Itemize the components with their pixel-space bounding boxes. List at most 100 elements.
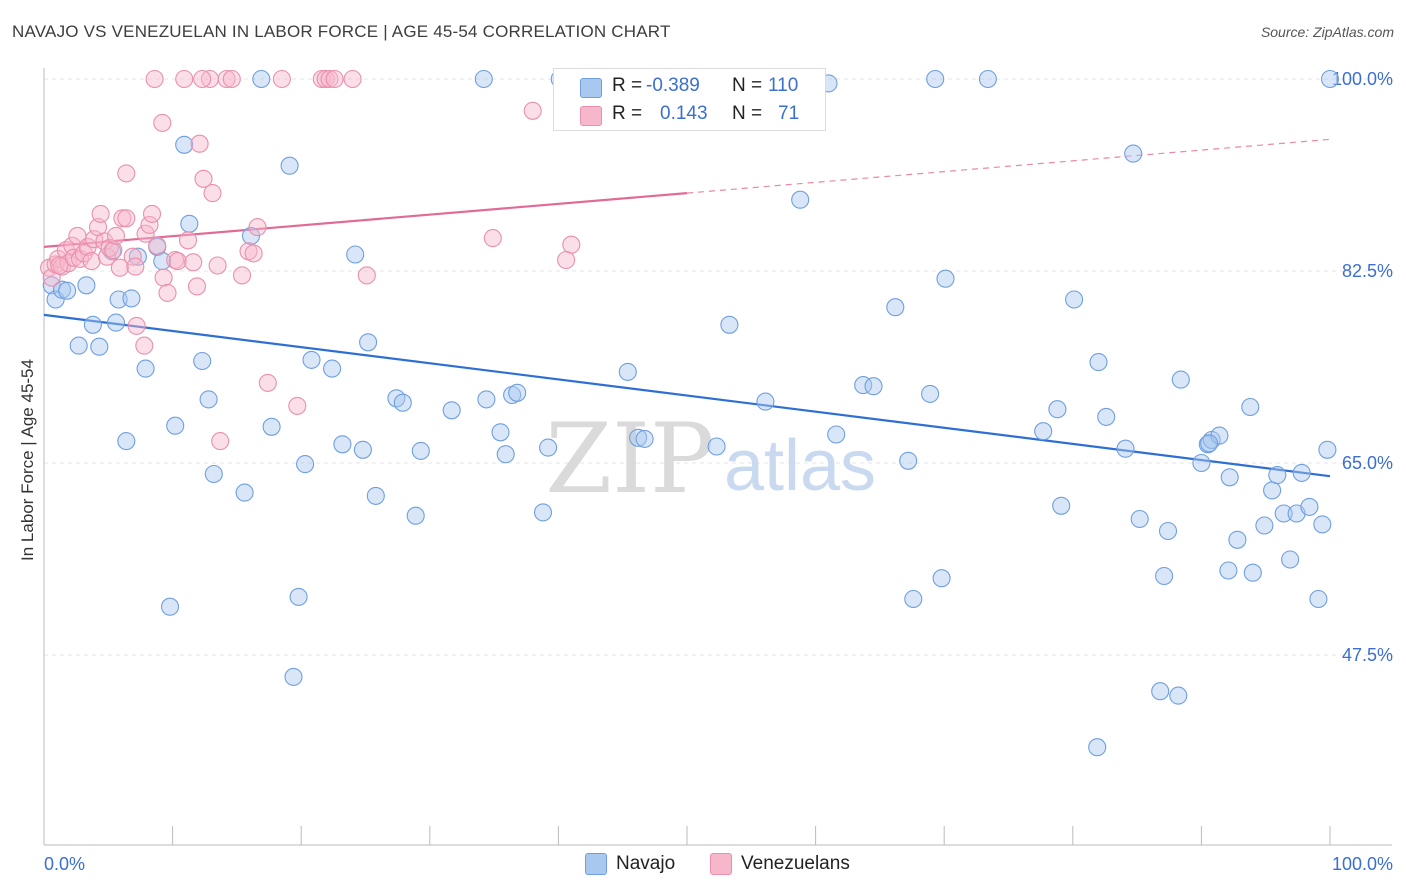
x-tick-label-0: 0.0% — [44, 854, 85, 874]
navajo-point-10 — [109, 290, 128, 309]
navajo-point-5 — [69, 336, 88, 355]
navajo-point-51 — [533, 503, 553, 522]
bottom-legend-swatch-navajo — [585, 853, 607, 875]
venezuelan-point-36 — [158, 283, 177, 302]
navajo-point-28 — [280, 156, 299, 175]
navajo-point-68 — [921, 384, 940, 403]
navajo-point-101 — [1281, 550, 1300, 569]
navajo-point-8 — [103, 242, 122, 261]
venezuelan-point-40 — [178, 231, 198, 250]
venezuelan-point-20 — [104, 241, 123, 260]
navajo-point-4 — [77, 276, 96, 295]
navajo-point-9 — [106, 313, 126, 332]
venezuelan-point-62 — [357, 266, 376, 285]
legend-row-venezuelans: R = 0.143 N = 71 — [554, 101, 825, 129]
legend-n-value-navajo: 110 — [768, 75, 799, 96]
navajo-point-22 — [199, 390, 218, 409]
navajo-point-27 — [262, 417, 281, 436]
watermark-zip: ZIP — [545, 403, 714, 515]
navajo-point-3 — [58, 281, 77, 300]
navajo-point-69 — [932, 569, 951, 588]
venezuelan-point-47 — [208, 256, 227, 275]
trend-line-navajo — [43, 313, 1331, 478]
navajo-point-18 — [166, 416, 185, 435]
watermark-atlas: atlas — [724, 426, 876, 506]
navajo-point-24 — [235, 483, 254, 502]
venezuelan-point-51 — [232, 266, 252, 285]
navajo-point-80 — [1116, 439, 1135, 458]
trend-line-venezuelans-dashed — [686, 138, 1331, 194]
venezuelan-point-42 — [187, 277, 207, 296]
venezuelan-point-43 — [190, 134, 209, 153]
venezuelan-point-12 — [78, 237, 97, 256]
navajo-point-77 — [1088, 738, 1107, 757]
navajo-point-103 — [1292, 463, 1311, 482]
navajo-point-104 — [1300, 497, 1319, 516]
legend: R = -0.389 N = 110 R = 0.143 N = 71 — [553, 68, 826, 131]
legend-swatch-venezuelans — [580, 106, 602, 126]
navajo-point-53 — [618, 362, 637, 381]
venezuelan-point-48 — [211, 432, 230, 451]
venezuelan-point-69 — [193, 69, 212, 89]
venezuelan-point-35 — [154, 268, 173, 287]
navajo-point-26 — [252, 69, 271, 89]
navajo-point-58 — [720, 315, 739, 334]
navajo-point-91 — [1210, 426, 1229, 445]
y-axis-label: In Labor Force | Age 45-54 — [18, 359, 37, 561]
navajo-point-45 — [477, 390, 496, 409]
navajo-point-40 — [393, 393, 412, 412]
navajo-point-100 — [1274, 504, 1293, 523]
navajo-point-32 — [302, 350, 321, 369]
navajo-point-14 — [136, 359, 155, 378]
navajo-point-19 — [175, 135, 194, 154]
venezuelan-point-64 — [523, 101, 542, 120]
legend-r-value-navajo: -0.389 — [646, 75, 700, 96]
navajo-point-108 — [1320, 69, 1340, 89]
x-ticks — [43, 826, 1331, 845]
navajo-point-23 — [204, 464, 223, 484]
navajo-point-99 — [1268, 466, 1287, 485]
navajo-point-49 — [508, 383, 527, 402]
navajo-point-64 — [864, 377, 883, 396]
navajo-point-92 — [1219, 561, 1238, 580]
navajo-point-43 — [442, 401, 461, 420]
y-tick-labels: 47.5% 65.0% 82.5% 100.0% — [1332, 69, 1393, 665]
venezuelan-point-60 — [325, 69, 344, 89]
x-tick-label-100: 100.0% — [1332, 854, 1393, 874]
venezuelan-point-67 — [145, 69, 164, 89]
navajo-point-66 — [899, 451, 918, 470]
navajo-point-93 — [1220, 468, 1239, 487]
venezuelan-point-28 — [127, 316, 146, 335]
y-tick-label-82.5: 82.5% — [1342, 261, 1393, 281]
venezuelan-point-55 — [258, 373, 277, 392]
venezuelan-point-22 — [110, 258, 129, 277]
navajo-point-76 — [1065, 290, 1084, 309]
navajo-point-35 — [346, 245, 365, 264]
navajo-point-62 — [827, 425, 846, 444]
navajo-point-84 — [1158, 521, 1178, 541]
navajo-point-70 — [926, 69, 945, 89]
watermark: ZIP atlas — [545, 403, 876, 515]
venezuelan-point-23 — [113, 209, 132, 228]
navajo-point-42 — [411, 441, 430, 460]
navajo-point-82 — [1130, 509, 1149, 529]
venezuelan-point-63 — [483, 229, 502, 248]
navajo-point-33 — [323, 359, 342, 378]
navajo-point-2 — [52, 280, 72, 299]
navajo-point-78 — [1089, 353, 1108, 372]
navajo-point-37 — [359, 333, 378, 352]
navajo-point-109 — [1200, 434, 1219, 453]
navajo-point-85 — [1151, 682, 1170, 701]
venezuelan-point-32 — [142, 204, 162, 223]
navajo-point-30 — [289, 587, 308, 606]
venezuelan-point-30 — [136, 224, 155, 243]
navajo-point-87 — [1171, 370, 1190, 389]
legend-n-label: N = — [732, 103, 763, 124]
y-tick-label-47.5: 47.5% — [1342, 645, 1393, 665]
navajo-point-31 — [296, 455, 315, 474]
venezuelan-point-33 — [148, 236, 167, 255]
legend-r-label: R = — [612, 75, 643, 96]
navajo-point-46 — [491, 423, 510, 442]
navajo-point-55 — [635, 429, 654, 448]
